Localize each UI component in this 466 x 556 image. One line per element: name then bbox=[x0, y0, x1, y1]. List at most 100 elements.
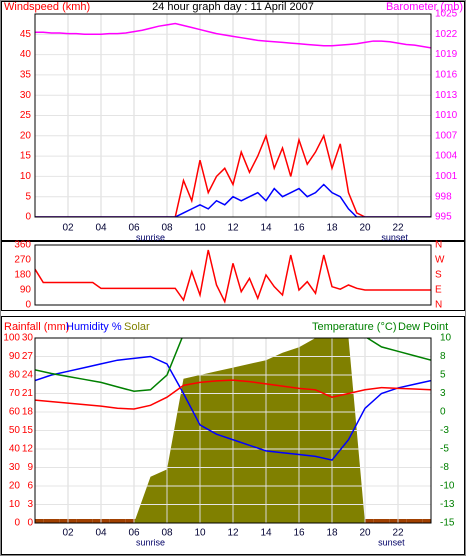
y-tick-label: 5 bbox=[25, 191, 31, 202]
y-tick-label: 10 bbox=[9, 499, 21, 510]
rain-tick-label: 18 bbox=[22, 407, 34, 418]
x-tick-label: 20 bbox=[359, 223, 371, 234]
y2-tick-label: N bbox=[435, 240, 442, 251]
panel-frame bbox=[1, 241, 465, 311]
rain-bar bbox=[373, 519, 390, 523]
rain-bar bbox=[43, 519, 60, 523]
legend-entry: Humidity % bbox=[66, 321, 122, 333]
y-tick-label: 40 bbox=[9, 444, 21, 455]
y2-tick-label: 5 bbox=[440, 370, 446, 381]
y2-tick-label: 3 bbox=[440, 388, 446, 399]
x-tick-label: 12 bbox=[227, 223, 239, 234]
y2-tick-label: 1004 bbox=[435, 151, 458, 162]
x-tick-label: 10 bbox=[194, 223, 206, 234]
rain-tick-label: 3 bbox=[27, 499, 33, 510]
rain-bar bbox=[35, 519, 44, 523]
x-tick-label: 08 bbox=[161, 223, 173, 234]
y-tick-label: 40 bbox=[20, 49, 32, 60]
series-line bbox=[35, 338, 431, 393]
x-tick-label: 18 bbox=[326, 528, 338, 539]
rain-bar bbox=[76, 519, 93, 523]
y-tick-label: 70 bbox=[9, 388, 21, 399]
y2-tick-label: -3 bbox=[440, 425, 449, 436]
panel-frame bbox=[1, 1, 465, 241]
series-line bbox=[35, 249, 431, 304]
x-tick-label: 18 bbox=[326, 223, 338, 234]
y-tick-label: 90 bbox=[9, 351, 21, 362]
y2-tick-label: -5 bbox=[440, 444, 449, 455]
x-tick-label: 08 bbox=[161, 528, 173, 539]
rain-bar bbox=[109, 519, 126, 523]
series-line bbox=[35, 183, 431, 217]
rain-tick-label: 12 bbox=[22, 444, 34, 455]
chart-title: 24 hour graph day : 11 April 2007 bbox=[152, 1, 314, 13]
legend-entry: Temperature (°C) bbox=[312, 321, 396, 333]
y-tick-label: 0 bbox=[14, 518, 20, 529]
rain-tick-label: 27 bbox=[22, 351, 34, 362]
y2-tick-label: -10 bbox=[440, 481, 455, 492]
series-line bbox=[35, 22, 431, 49]
y-tick-label: 180 bbox=[14, 270, 31, 281]
x-tick-label: 16 bbox=[293, 223, 305, 234]
plot-frame bbox=[34, 244, 432, 306]
x-tick-label: 22 bbox=[392, 528, 404, 539]
series-line bbox=[35, 355, 431, 461]
rain-tick-label: 24 bbox=[22, 370, 34, 381]
y2-tick-label: 1022 bbox=[435, 29, 458, 40]
y2-tick-label: -8 bbox=[440, 462, 449, 473]
y-tick-label: 360 bbox=[14, 240, 31, 251]
x-tick-label: 12 bbox=[227, 528, 239, 539]
panel-frame bbox=[1, 316, 465, 555]
y-tick-label: 90 bbox=[20, 285, 32, 296]
plot-frame bbox=[34, 13, 432, 218]
y2-tick-label: -13 bbox=[440, 499, 455, 510]
annotation: sunrise bbox=[136, 537, 165, 547]
rain-tick-label: 15 bbox=[22, 425, 34, 436]
y2-tick-label: N bbox=[435, 300, 442, 311]
rain-bar bbox=[406, 519, 423, 523]
series-line bbox=[35, 133, 431, 217]
y-tick-label: 35 bbox=[20, 70, 32, 81]
y-tick-label: 0 bbox=[25, 212, 31, 223]
y-tick-label: 100 bbox=[3, 333, 20, 344]
y2-tick-label: 998 bbox=[435, 191, 452, 202]
annotation: sunset bbox=[378, 537, 405, 547]
y-tick-label: 15 bbox=[20, 151, 32, 162]
x-tick-label: 04 bbox=[95, 528, 107, 539]
y2-tick-label: S bbox=[435, 270, 442, 281]
annotation: sunset bbox=[381, 232, 408, 242]
y-axis-label: Windspeed (kmh) bbox=[4, 1, 90, 13]
x-tick-label: 04 bbox=[95, 223, 107, 234]
y2-tick-label: 1025 bbox=[435, 9, 458, 20]
y-tick-label: 0 bbox=[25, 300, 31, 311]
y2-tick-label: 1010 bbox=[435, 110, 458, 121]
x-tick-label: 14 bbox=[260, 223, 272, 234]
y2-tick-label: 1016 bbox=[435, 70, 458, 81]
x-tick-label: 06 bbox=[128, 528, 140, 539]
x-tick-label: 06 bbox=[128, 223, 140, 234]
rain-tick-label: 21 bbox=[22, 388, 34, 399]
annotation: sunrise bbox=[136, 232, 165, 242]
y2-tick-label: 1013 bbox=[435, 90, 458, 101]
y-tick-label: 20 bbox=[20, 130, 32, 141]
y2-tick-label: W bbox=[435, 255, 445, 266]
x-tick-label: 14 bbox=[260, 528, 272, 539]
y2-tick-label: -15 bbox=[440, 518, 455, 529]
y2-tick-label: 1007 bbox=[435, 130, 458, 141]
y2-tick-label: E bbox=[435, 285, 442, 296]
y2-tick-label: 1001 bbox=[435, 171, 458, 182]
x-tick-label: 10 bbox=[194, 528, 206, 539]
rain-tick-label: 0 bbox=[27, 518, 33, 529]
legend-entry: Dew Point bbox=[398, 321, 448, 333]
rain-tick-label: 6 bbox=[27, 481, 33, 492]
plot-frame bbox=[34, 337, 432, 524]
x-tick-label: 02 bbox=[62, 528, 74, 539]
y-tick-label: 30 bbox=[9, 462, 21, 473]
y2-axis-label: Barometer (mb) bbox=[386, 1, 463, 13]
rain-tick-label: 9 bbox=[27, 462, 33, 473]
legend-entry: Rainfall (mm) bbox=[4, 321, 69, 333]
x-tick-label: 22 bbox=[392, 223, 404, 234]
y-tick-label: 50 bbox=[9, 425, 21, 436]
rain-bar bbox=[422, 519, 431, 523]
